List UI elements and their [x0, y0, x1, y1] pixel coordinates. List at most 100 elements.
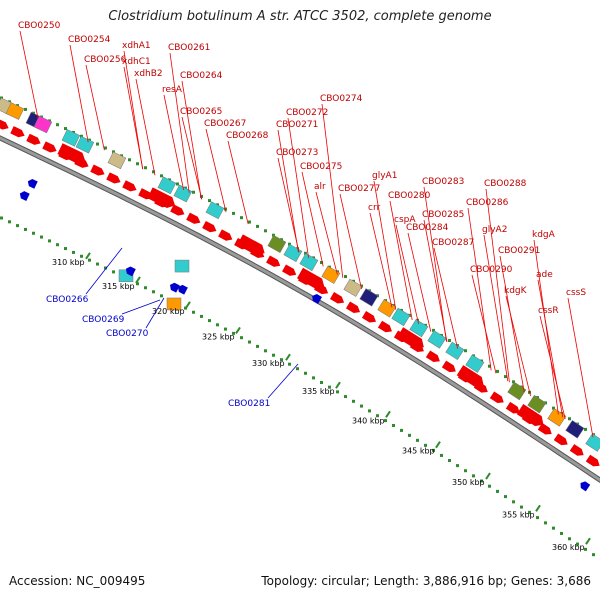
- reverse-gene-arrow: [125, 266, 136, 277]
- feature-box: [321, 265, 341, 284]
- gene-label: CBO0291: [498, 246, 540, 256]
- forward-gene-arrow: [122, 180, 137, 192]
- gene-label: CBO0284: [406, 223, 449, 233]
- leader-line: [505, 295, 531, 397]
- tick-dot: [216, 323, 219, 327]
- scale-label: 310 kbp: [52, 258, 85, 267]
- scale-label: 330 kbp: [252, 359, 285, 368]
- forward-gene-arrow: [569, 444, 584, 456]
- tick-dot: [8, 220, 11, 224]
- tick-dot: [432, 448, 435, 452]
- tick-dot: [576, 542, 579, 546]
- gene-label-reverse: CBO0269: [82, 315, 125, 325]
- accession-text: Accession: NC_009495: [9, 574, 146, 588]
- leader-line: [395, 224, 419, 325]
- tick-dot: [240, 336, 243, 340]
- tick-dot: [160, 294, 163, 298]
- gene-label: xdhB2: [134, 69, 163, 79]
- tick-dot: [400, 428, 403, 432]
- leader-line: [19, 30, 39, 119]
- leader-line: [407, 232, 432, 332]
- leader-line: [423, 186, 447, 342]
- forward-gene-arrow: [26, 133, 41, 145]
- feature-box: [343, 278, 363, 297]
- tick-dot: [176, 182, 179, 186]
- tick-dot: [440, 453, 443, 457]
- tick-dot: [72, 250, 75, 254]
- feature-box: [409, 318, 429, 338]
- tick-dot: [240, 216, 243, 220]
- scale-label: 315 kbp: [102, 282, 135, 291]
- tick-dot: [568, 537, 571, 541]
- forward-gene-block: [396, 327, 424, 350]
- feature-box: [173, 184, 193, 203]
- leader-line: [85, 64, 105, 151]
- tick-dot: [200, 314, 203, 318]
- tick-dot: [592, 553, 595, 557]
- leader-line: [227, 140, 249, 225]
- genome-summary-text: Topology: circular; Length: 3,886,916 bp…: [261, 574, 591, 588]
- tick-dot: [448, 458, 451, 462]
- forward-gene-block: [237, 234, 265, 256]
- scale-label: 325 kbp: [202, 332, 235, 341]
- gene-label: CBO0283: [422, 177, 464, 187]
- tick-dot: [32, 231, 35, 235]
- tick-dot: [424, 443, 427, 447]
- feature-box: [527, 394, 547, 414]
- tick-dot: [64, 127, 67, 131]
- leader-line: [181, 80, 202, 200]
- gene-label: CBO0272: [286, 108, 328, 118]
- leader-line-reverse: [85, 247, 123, 295]
- tick-dot: [384, 419, 387, 423]
- tick-dot: [528, 510, 531, 514]
- leader-line: [169, 52, 190, 193]
- gene-label: CBO0254: [68, 35, 111, 45]
- forward-gene-arrow: [345, 301, 361, 313]
- tick-dot: [560, 531, 563, 535]
- tick-dot: [584, 547, 587, 551]
- tick-dot: [192, 190, 195, 194]
- tick-dot: [336, 390, 339, 394]
- gene-label: glyA1: [372, 171, 397, 181]
- tick-dot: [520, 505, 523, 509]
- scale-tick: [435, 441, 441, 449]
- tick-dot: [552, 526, 555, 530]
- feature-box: [565, 420, 585, 439]
- scale-labels: 310 kbp 315 kbp 320 kbp 325 kbp 330 kbp 335 k…: [52, 252, 591, 552]
- forward-genes: [0, 118, 600, 467]
- tick-dot: [320, 380, 323, 384]
- scale-tick: [185, 301, 191, 309]
- tick-dot: [376, 414, 379, 418]
- forward-gene-block: [147, 187, 176, 209]
- tick-dot: [248, 340, 251, 344]
- scale-label: 350 kbp: [452, 478, 485, 487]
- forward-gene-arrow: [489, 391, 504, 404]
- tick-dot: [480, 479, 483, 483]
- label-leader-lines: [19, 30, 594, 438]
- tick-dot: [96, 262, 99, 266]
- tick-dot: [512, 380, 515, 384]
- reverse-gene-arrow: [27, 178, 38, 189]
- reverse-gene-arrow: [169, 282, 180, 293]
- scale-tick: [485, 472, 491, 480]
- gene-labels: CBO0250 CBO0254 CBO0256 xdhA1 xdhC1 xdhB2 CBO0…: [18, 21, 586, 409]
- leader-line: [277, 157, 300, 253]
- leader-line: [277, 129, 299, 253]
- forward-gene-arrow: [10, 126, 25, 138]
- tick-dot: [160, 174, 163, 178]
- tick-dot: [128, 158, 131, 162]
- tick-dot: [488, 484, 491, 488]
- leader-line: [321, 103, 344, 278]
- forward-gene-block: [57, 143, 86, 164]
- leader-line: [471, 274, 497, 374]
- tick-dot: [224, 327, 227, 331]
- tick-dot: [56, 123, 59, 127]
- tick-dot: [288, 362, 291, 366]
- scale-tick: [335, 381, 341, 389]
- gene-label: CBO0286: [466, 198, 509, 208]
- scale-tick: [535, 504, 541, 512]
- forward-gene-arrow: [266, 255, 281, 267]
- tick-dot: [112, 270, 115, 274]
- tick-dot: [344, 395, 347, 399]
- gene-label-reverse: CBO0270: [106, 329, 149, 339]
